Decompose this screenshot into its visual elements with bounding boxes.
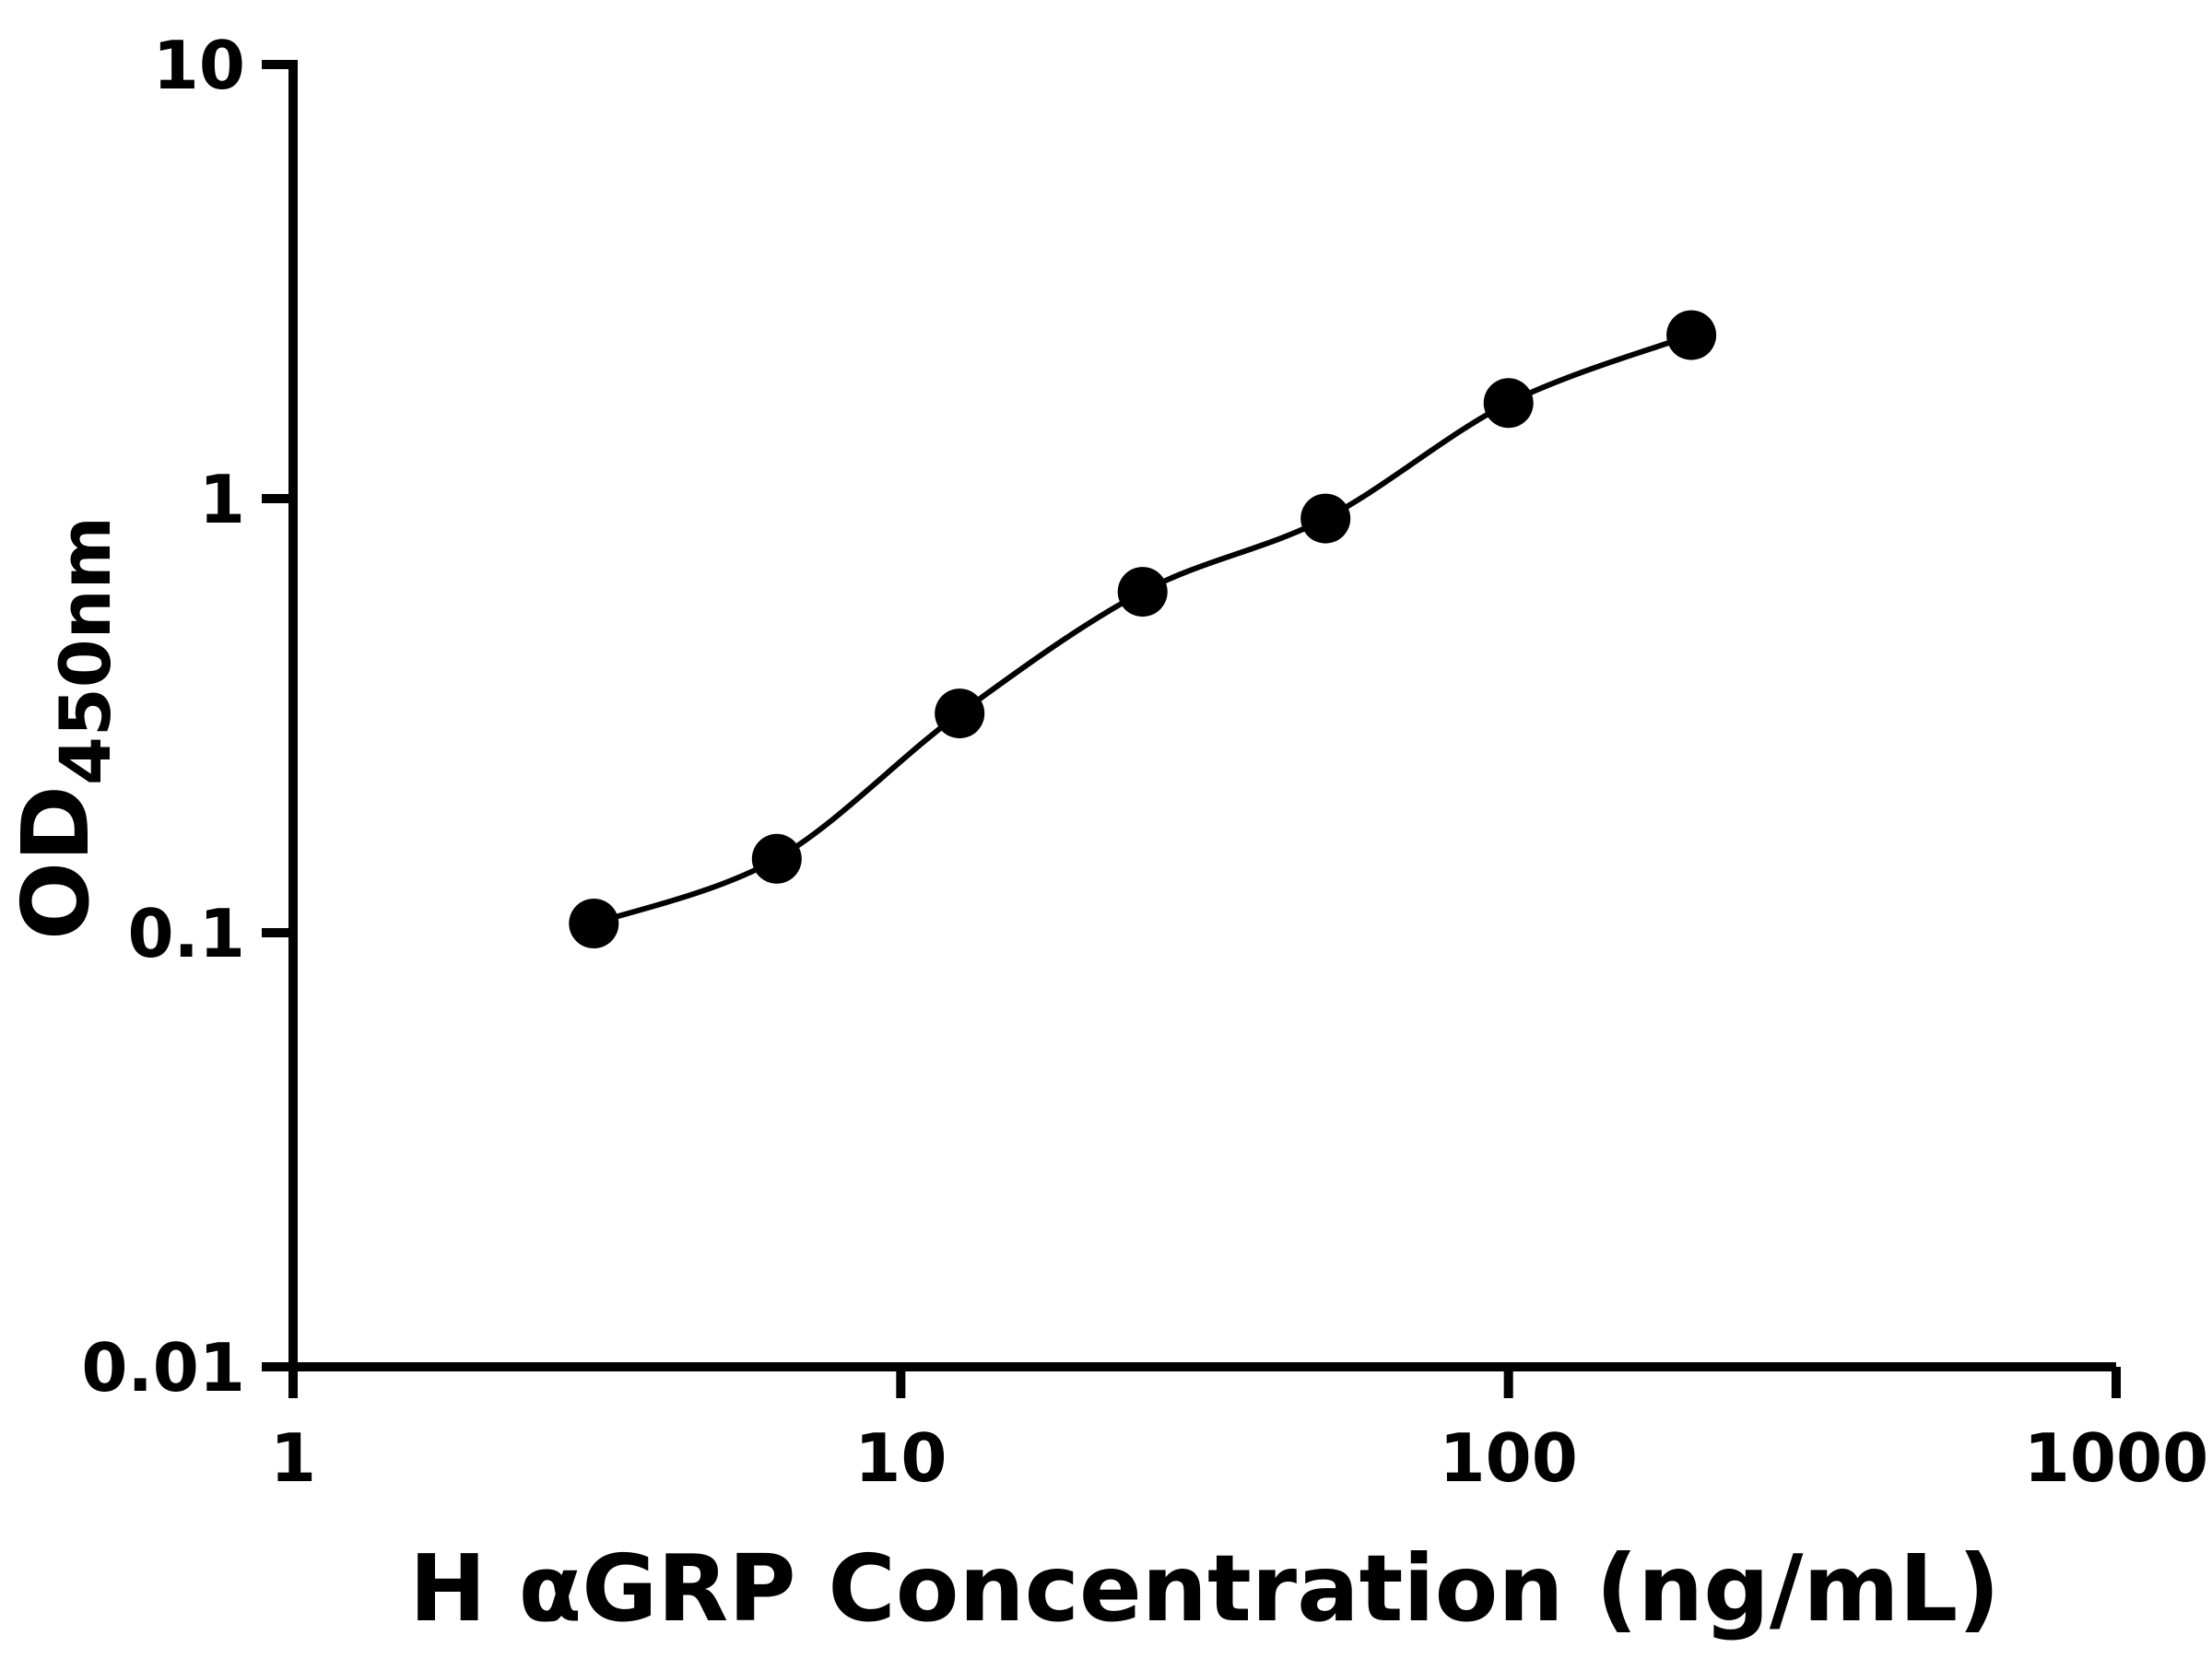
data-point	[569, 899, 619, 948]
fit-curve	[593, 332, 1693, 926]
y-tick-label: 10	[153, 27, 245, 104]
y-axis-title-subscript: 450nm	[44, 516, 126, 785]
x-tick-label: 1	[270, 1419, 316, 1497]
y-axis-title-base: OD	[2, 785, 110, 940]
data-point	[1666, 310, 1717, 360]
data-point	[1117, 567, 1168, 618]
x-tick-label: 1000	[2024, 1419, 2208, 1497]
y-tick-label: 1	[199, 461, 245, 538]
axis-lines	[288, 60, 2116, 1371]
data-point	[1483, 378, 1534, 429]
data-layer	[569, 310, 1717, 948]
data-point	[1300, 493, 1351, 544]
y-tick-label: 0.01	[81, 1329, 245, 1406]
data-point	[935, 688, 985, 739]
x-tick-label: 10	[854, 1419, 947, 1497]
axes-layer: 1 10 100 1000 10 1 0.1 0.01	[81, 27, 2208, 1497]
data-point	[751, 833, 802, 884]
x-tick-label: 100	[1440, 1419, 1578, 1497]
y-tick-label: 0.1	[127, 895, 245, 972]
y-axis-title: OD450nm	[2, 516, 126, 940]
x-axis-title: H αGRP Concentration (ng/mL)	[409, 1535, 2000, 1642]
